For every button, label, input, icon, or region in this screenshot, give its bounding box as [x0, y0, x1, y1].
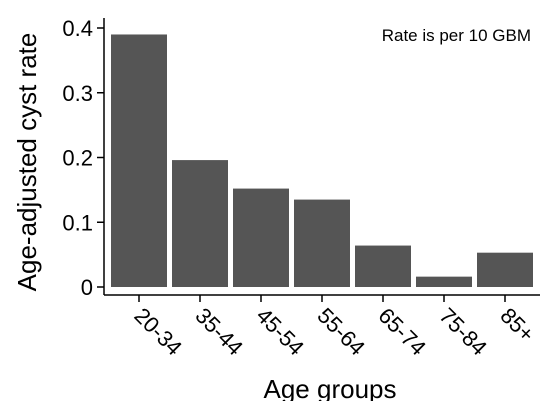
- x-tick-label: 35-44: [190, 303, 247, 360]
- y-ticks-group: 0 0.1 0.2 0.3 0.4: [62, 16, 104, 300]
- x-tick-label: 75-84: [434, 303, 491, 360]
- x-ticks-group: 20-34 35-44 45-54 55-64 65-74 75-84 85+: [129, 295, 540, 360]
- x-tick-label: 55-64: [312, 303, 369, 360]
- bar-55-64: [294, 199, 350, 287]
- bar-75-84: [416, 276, 472, 287]
- x-axis-title: Age groups: [264, 374, 397, 401]
- y-tick-label: 0.2: [62, 146, 93, 171]
- y-tick-label: 0: [81, 275, 93, 300]
- bar-45-54: [233, 188, 289, 287]
- y-tick-label: 0.1: [62, 210, 93, 235]
- y-tick-label: 0.4: [62, 16, 93, 41]
- bar-35-44: [172, 160, 228, 287]
- x-tick-label: 85+: [495, 303, 539, 347]
- x-tick-label: 45-54: [251, 303, 308, 360]
- y-tick-label: 0.3: [62, 81, 93, 106]
- bar-65-74: [355, 245, 411, 287]
- bar-85+: [477, 252, 533, 287]
- x-tick-label: 20-34: [129, 303, 186, 360]
- bar-20-34: [111, 34, 167, 287]
- rate-annotation: Rate is per 10 GBM: [382, 26, 531, 45]
- x-tick-label: 65-74: [373, 303, 430, 360]
- y-axis-title: Age-adjusted cyst rate: [12, 33, 42, 292]
- bars-group: [111, 34, 533, 287]
